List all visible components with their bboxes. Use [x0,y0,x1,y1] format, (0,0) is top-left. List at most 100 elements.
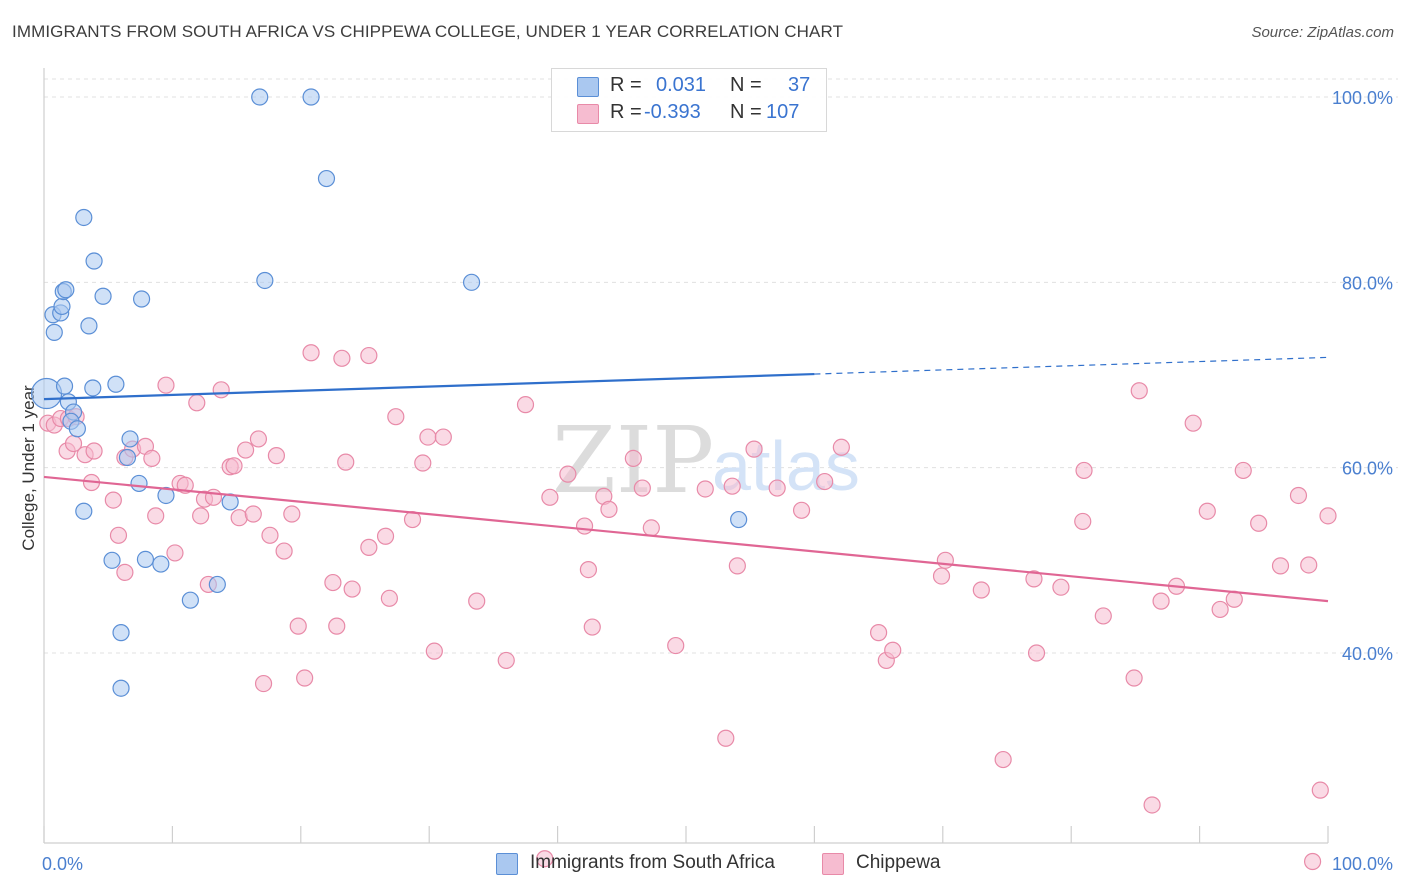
data-point [75,502,93,520]
data-point [1074,512,1092,531]
data-point [884,641,902,659]
data-point [261,526,279,544]
data-point [343,580,361,598]
data-point [575,517,594,535]
data-point [112,624,130,642]
data-point [419,428,437,446]
data-point [624,449,642,467]
data-point [768,479,786,497]
data-point [109,526,128,544]
series-chippewa [39,344,1337,871]
data-point [181,591,199,609]
data-point [80,317,98,335]
data-point [1184,414,1202,432]
data-point [104,491,122,509]
legend-label: Immigrants from South Africa [530,852,775,873]
legend-swatch-blue [496,853,518,875]
y-tick-label: 80.0% [1342,273,1393,293]
data-point [333,349,351,367]
n-value: 107 [766,101,800,123]
data-point [1052,578,1070,596]
data-point [497,651,515,670]
data-point [1025,570,1043,588]
data-point [94,287,112,305]
data-point [414,454,432,472]
data-point [932,567,951,585]
stats-box: R = 0.031 N = 37 R = -0.393 N = 107 [551,68,827,132]
data-point [536,850,554,868]
data-point [68,420,86,438]
data-point [45,323,63,341]
data-point [559,465,577,483]
legend-label: Chippewa [856,852,941,873]
data-point [208,575,226,594]
data-point [745,440,763,458]
data-point [166,544,184,562]
data-point [360,538,378,556]
data-point [717,729,735,747]
data-point [84,379,102,397]
trend-lines [43,356,1329,603]
data-point [1300,556,1318,574]
data-point [289,617,307,635]
data-point [85,442,103,460]
data-point [516,396,535,414]
r-label: R = [610,74,642,96]
data-point [236,441,255,459]
data-point [324,573,342,592]
data-point [225,457,243,475]
data-point [75,208,93,227]
data-point [468,592,486,610]
chart-title: IMMIGRANTS FROM SOUTH AFRICA VS CHIPPEWA… [12,22,844,41]
data-point [55,377,74,395]
r-value: 0.031 [656,74,707,96]
tick-labels: 40.0% 60.0% 80.0% 100.0% 0.0% 100.0% [42,88,1393,874]
data-point [296,669,314,687]
data-point [1271,557,1290,575]
data-point [1075,461,1093,480]
data-point [143,449,161,467]
data-point [1211,600,1229,619]
data-point [244,505,262,523]
data-point [230,509,248,527]
series-south-africa [30,88,748,697]
y-tick-label: 40.0% [1342,644,1393,664]
y-tick-label: 100.0% [1332,88,1393,108]
data-point [132,290,151,308]
n-label: N = [730,74,762,96]
stats-row-blue: R = 0.031 N = 37 [552,74,826,100]
data-point [275,542,293,560]
stats-row-pink: R = -0.393 N = 107 [552,101,826,127]
pink-swatch [577,104,599,124]
data-point [1303,852,1322,871]
blue-swatch [577,77,599,97]
data-point [541,488,559,506]
data-point [1289,486,1308,505]
data-point [723,477,741,495]
data-point [116,563,134,581]
data-point [633,479,651,497]
legend-swatch-pink [822,853,844,875]
trend-line-pink [43,475,1329,603]
data-point [376,527,395,545]
data-point [816,472,834,491]
data-point [57,281,75,299]
data-point [1125,669,1143,687]
data-point [1234,461,1252,480]
data-point [869,624,888,642]
data-point [1198,502,1216,520]
data-point [121,430,139,448]
data-point [936,551,954,569]
data-point [380,589,398,607]
gridlines [44,78,1398,654]
data-point [267,447,286,465]
data-point [667,636,685,655]
data-point [112,679,130,697]
data-point [317,169,336,188]
data-point [302,344,320,362]
n-label: N = [730,101,762,123]
data-point [107,375,125,393]
data-point [1143,796,1161,814]
data-point [994,750,1012,769]
trend-line-blue [43,372,815,401]
